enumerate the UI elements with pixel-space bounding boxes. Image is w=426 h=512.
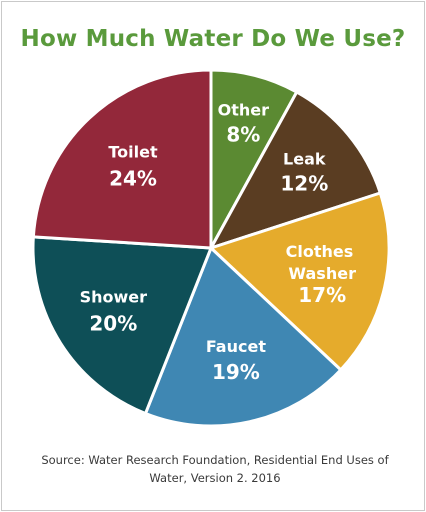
pie-label-faucet: Faucet 19%	[206, 337, 267, 384]
pie-slice-other	[209, 68, 299, 250]
slice-value-label: 8%	[226, 123, 260, 147]
pie-label-other: Other 8%	[218, 101, 269, 147]
slice-category-label: Other	[218, 101, 269, 120]
slice-value-label: 12%	[280, 171, 328, 195]
slice-category-label: Clothes Washer	[286, 242, 359, 283]
slice-category-label: Toilet	[108, 143, 158, 162]
pie-slice-leak	[209, 90, 382, 250]
chart-title: How Much Water Do We Use?	[20, 26, 406, 52]
slice-value-label: 20%	[89, 312, 137, 336]
pie-slices	[31, 68, 391, 428]
pie-label-toilet: Toilet 24%	[108, 143, 158, 191]
chart-source: Source: Water Research Foundation, Resid…	[41, 453, 389, 485]
slice-value-label: 24%	[109, 167, 157, 191]
slice-value-label: 17%	[298, 283, 346, 307]
pie-label-shower: Shower 20%	[80, 288, 148, 336]
slice-category-label: Leak	[283, 149, 326, 168]
pie-label-leak: Leak 12%	[280, 149, 328, 195]
pie-slice-clothes-washer	[209, 191, 391, 372]
pie-slice-shower	[31, 235, 213, 415]
slice-category-label: Faucet	[206, 337, 267, 356]
pie-slice-toilet	[31, 68, 213, 250]
slice-category-label: Shower	[80, 288, 148, 307]
slice-value-label: 19%	[212, 360, 260, 384]
